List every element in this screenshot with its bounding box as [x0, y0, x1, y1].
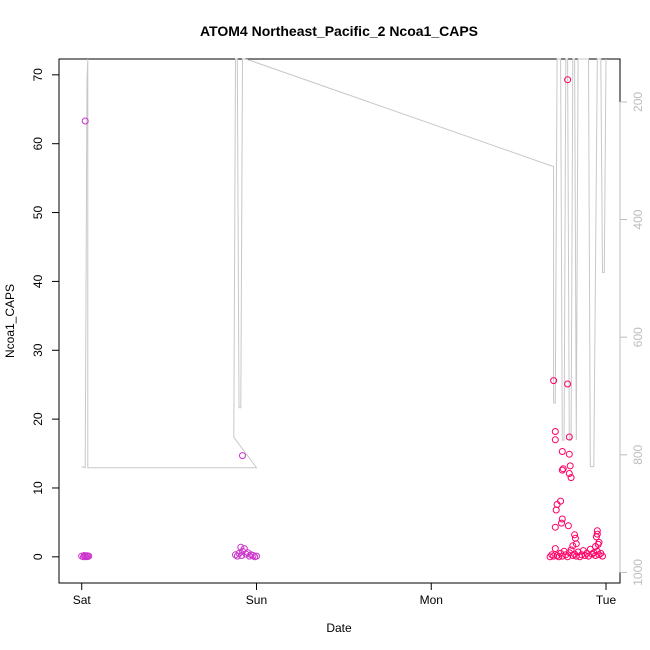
y-tick-label: 10 [31, 481, 45, 495]
y-tick-label: 20 [31, 412, 45, 426]
data-point [551, 545, 559, 553]
data-point [550, 377, 558, 385]
data-point [552, 506, 560, 514]
data-point [558, 519, 565, 527]
data-point [567, 474, 575, 482]
data-point [550, 552, 558, 560]
y-tick-label: 0 [31, 553, 45, 560]
data-point [565, 433, 573, 441]
data-point [553, 552, 561, 559]
data-point [564, 553, 572, 561]
data-point [560, 547, 568, 555]
data-point [551, 436, 559, 444]
secondary-tick-label: 600 [631, 327, 645, 347]
data-point [572, 540, 580, 548]
data-point [239, 452, 246, 460]
data-point [565, 450, 573, 458]
y-tick-label: 70 [31, 68, 45, 82]
data-point [566, 462, 574, 470]
chart-title: ATOM4 Northeast_Pacific_2 Ncoa1_CAPS [200, 23, 478, 39]
data-point [244, 549, 252, 557]
data-point [242, 550, 250, 558]
y-axis-secondary: 200 400 600 800 1000 [619, 92, 645, 586]
data-point [569, 542, 577, 550]
data-point [588, 550, 596, 558]
data-point [558, 466, 566, 474]
data-point [253, 552, 260, 560]
depth-series-line [81, 58, 607, 469]
x-tick-label: Tue [596, 593, 617, 607]
data-point [237, 543, 245, 551]
points-layer [78, 76, 606, 561]
data-point [81, 117, 89, 125]
y-tick-label: 40 [31, 274, 45, 288]
y-tick-label: 60 [31, 137, 45, 151]
data-point [595, 551, 603, 559]
data-point [585, 552, 592, 560]
secondary-tick-label: 400 [631, 209, 645, 229]
data-point [546, 553, 554, 561]
data-point [558, 515, 566, 523]
data-point [565, 470, 573, 477]
data-point [558, 448, 566, 455]
data-point [553, 501, 561, 508]
data-point [558, 552, 566, 560]
data-point [246, 552, 253, 560]
data-point [593, 547, 601, 555]
plot-area [58, 58, 621, 584]
data-point [551, 523, 559, 531]
data-point [571, 531, 579, 539]
data-point [578, 551, 586, 559]
y-tick-label: 30 [31, 343, 45, 357]
x-axis-label: Date [326, 621, 352, 635]
y-axis: 0 10 20 30 40 50 60 70 [31, 68, 60, 560]
plot-frame [58, 58, 621, 584]
data-point [592, 543, 599, 550]
data-point [85, 552, 93, 560]
data-point [238, 552, 246, 559]
data-point [555, 553, 563, 561]
data-point [581, 552, 589, 559]
data-point [551, 428, 559, 435]
data-point [564, 76, 572, 84]
x-tick-label: Mon [420, 593, 443, 607]
data-point [559, 465, 567, 473]
secondary-tick-label: 800 [631, 444, 645, 464]
data-point [569, 552, 577, 559]
secondary-tick-label: 200 [631, 92, 645, 112]
data-point [576, 553, 584, 561]
x-axis: Sat Sun Mon Tue [73, 582, 617, 607]
secondary-tick-label: 1000 [631, 559, 645, 586]
data-point [562, 551, 570, 559]
data-point [564, 380, 572, 388]
data-point [593, 530, 601, 538]
y-tick-label: 50 [31, 206, 45, 220]
x-tick-label: Sat [73, 593, 92, 607]
data-point [557, 497, 565, 505]
depth-line-layer [81, 58, 607, 469]
data-point [599, 552, 606, 560]
y-axis-label: Ncoa1_CAPS [3, 284, 17, 358]
data-point [249, 552, 257, 559]
x-tick-label: Sun [246, 593, 267, 607]
data-point [592, 533, 600, 541]
data-point [564, 522, 572, 530]
data-point [548, 551, 556, 559]
